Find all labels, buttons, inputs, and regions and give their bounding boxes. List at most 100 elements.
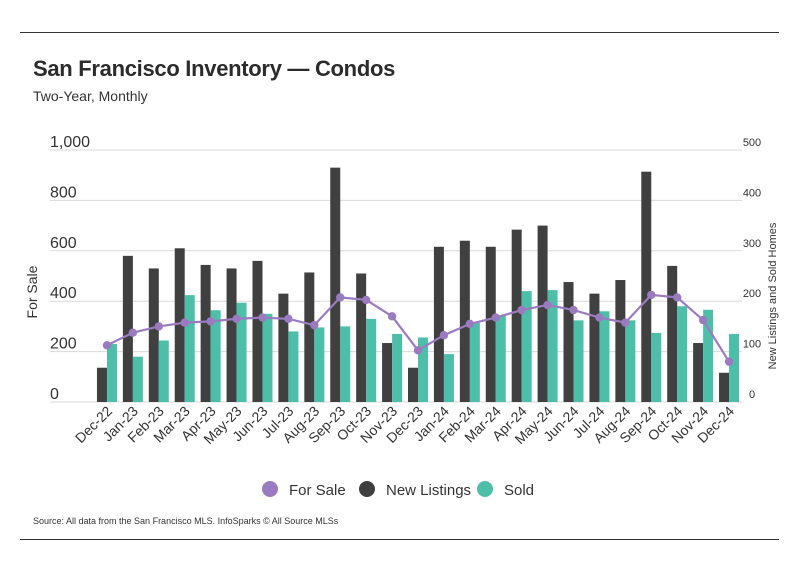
bar-sold	[366, 318, 377, 402]
bar-sold	[443, 354, 454, 402]
bar-sold	[547, 290, 558, 402]
right-tick-label: 200	[743, 288, 761, 300]
top-rule	[20, 32, 779, 33]
y-axis-right-title: New Listings and Sold Homes	[767, 222, 779, 369]
point-for-sale	[387, 312, 397, 321]
bar-new-listings	[356, 273, 367, 402]
point-for-sale	[336, 293, 345, 302]
left-tick-label: 0	[50, 386, 59, 403]
bottom-rule	[20, 539, 779, 540]
bar-sold	[210, 310, 221, 402]
point-for-sale	[102, 341, 112, 350]
bar-new-listings	[200, 264, 211, 402]
bar-new-listings	[252, 260, 263, 402]
point-for-sale	[647, 290, 656, 300]
chart-subtitle: Two-Year, Monthly	[33, 88, 148, 104]
bar-sold	[184, 295, 195, 402]
right-tick-label: 500	[743, 137, 761, 149]
point-for-sale	[439, 331, 449, 340]
bar-new-listings	[433, 246, 444, 402]
left-tick-label: 1,000	[50, 134, 90, 151]
point-for-sale	[621, 318, 630, 327]
chart-title: San Francisco Inventory — Condos	[33, 56, 396, 81]
bar-new-listings	[148, 268, 159, 402]
right-tick-label: 100	[743, 339, 761, 351]
bar-sold	[132, 356, 143, 402]
point-for-sale	[517, 305, 526, 315]
y-axis-left-title: For Sale	[24, 265, 40, 318]
bar-sold	[314, 327, 325, 402]
bar-new-listings	[485, 246, 496, 402]
bar-new-listings	[226, 268, 237, 402]
point-for-sale	[413, 346, 423, 355]
point-for-sale	[154, 322, 163, 331]
point-for-sale	[232, 314, 241, 324]
point-for-sale	[569, 305, 578, 315]
bar-sold	[651, 332, 662, 402]
bar-sold	[340, 326, 351, 402]
legend-marker	[477, 481, 493, 497]
point-for-sale	[543, 300, 552, 310]
point-for-sale	[724, 357, 734, 366]
point-for-sale	[206, 317, 215, 326]
right-tick-label: 300	[743, 238, 761, 250]
bar-new-listings	[589, 293, 600, 402]
bar-new-listings	[408, 367, 418, 402]
bar-sold	[599, 311, 610, 402]
point-for-sale	[258, 313, 267, 322]
legend-label: Sold	[504, 482, 534, 499]
bar-sold	[703, 309, 714, 402]
bar-sold	[236, 302, 247, 402]
bar-sold	[288, 331, 299, 402]
bar-new-listings	[641, 171, 652, 402]
bar-sold	[495, 315, 506, 402]
left-tick-label: 400	[50, 285, 77, 302]
bar-sold	[392, 333, 403, 402]
left-tick-label: 600	[50, 235, 77, 252]
point-for-sale	[595, 313, 604, 322]
bar-new-listings	[459, 240, 470, 402]
legend-marker	[262, 481, 278, 497]
bar-sold	[625, 320, 636, 402]
bar-sold	[677, 306, 688, 402]
bar-sold	[521, 291, 532, 402]
right-tick-label: 0	[749, 389, 755, 401]
bar-new-listings	[278, 293, 289, 402]
bar-new-listings	[382, 343, 393, 402]
bar-sold	[729, 333, 740, 402]
point-for-sale	[284, 314, 293, 324]
point-for-sale	[491, 313, 500, 322]
bar-sold	[469, 322, 480, 402]
point-for-sale	[673, 293, 682, 302]
bar-new-listings	[719, 372, 730, 402]
bar-new-listings	[122, 255, 133, 402]
bar-new-listings	[511, 229, 522, 402]
bar-sold	[418, 337, 428, 402]
right-tick-label: 400	[743, 187, 761, 199]
bar-new-listings	[96, 367, 107, 402]
point-for-sale	[698, 315, 708, 325]
bar-sold	[262, 313, 273, 402]
bar-sold	[106, 344, 117, 402]
bar-new-listings	[563, 282, 574, 402]
legend-label: For Sale	[289, 482, 346, 499]
bar-new-listings	[174, 248, 185, 402]
legend-label: New Listings	[386, 482, 471, 499]
point-for-sale	[180, 318, 189, 327]
bar-new-listings	[330, 167, 341, 402]
point-for-sale	[310, 320, 319, 330]
bar-new-listings	[537, 225, 548, 402]
bar-new-listings	[693, 343, 704, 402]
bar-new-listings	[304, 272, 315, 402]
point-for-sale	[128, 328, 138, 337]
bar-new-listings	[667, 265, 678, 402]
left-tick-label: 200	[50, 336, 77, 353]
point-for-sale	[361, 295, 371, 305]
bar-sold	[573, 320, 584, 402]
point-for-sale	[465, 319, 475, 329]
left-tick-label: 800	[50, 184, 77, 201]
bar-sold	[158, 340, 169, 402]
source-note: Source: All data from the San Francisco …	[33, 516, 339, 526]
bar-new-listings	[615, 280, 626, 402]
